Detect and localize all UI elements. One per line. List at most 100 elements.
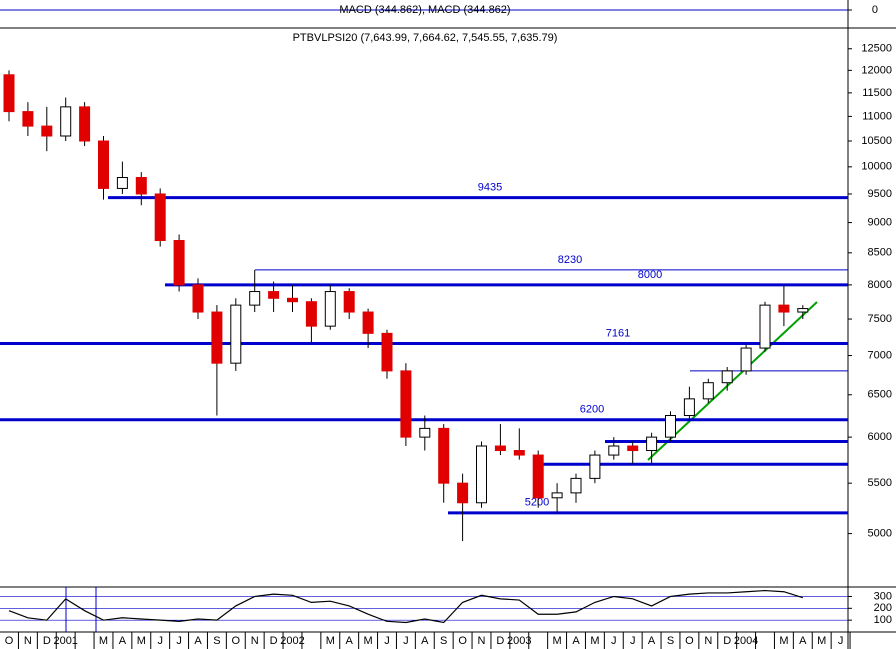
candle-body [324, 291, 336, 327]
y-tick-label: 9500 [868, 188, 892, 200]
candle-body [381, 332, 393, 372]
x-tick-label: M [99, 635, 108, 647]
x-tick-label: J [838, 635, 844, 647]
x-tick-label: A [119, 635, 127, 647]
level-label: 8000 [638, 269, 662, 281]
y-tick-label: 11000 [862, 110, 892, 122]
x-tick-label: J [403, 635, 409, 647]
candle-body [287, 297, 298, 303]
candle-body [721, 370, 733, 384]
level-label: 5200 [525, 497, 549, 509]
x-tick-label: O [685, 635, 694, 647]
x-tick-label: J [157, 635, 163, 647]
y-tick-label: 12500 [861, 43, 892, 55]
osc-tick-label: 100 [874, 614, 892, 626]
y-tick-label: 8000 [868, 279, 892, 291]
x-tick-label: D [270, 635, 278, 647]
x-tick-label: J [384, 635, 390, 647]
y-tick-label: 6000 [868, 431, 892, 443]
x-tick-label: A [346, 635, 354, 647]
candle-body [438, 427, 450, 484]
x-tick-label: O [5, 635, 14, 647]
candle-body [740, 347, 752, 372]
y-tick-label: 9000 [868, 216, 892, 228]
candle-body [3, 74, 15, 113]
x-tick-label: A [799, 635, 807, 647]
x-tick-label: S [440, 635, 447, 647]
osc-line [8, 589, 803, 624]
x-tick-label: N [478, 635, 486, 647]
candle-body [778, 304, 790, 313]
candle-body [589, 454, 601, 479]
candle-body [249, 291, 261, 306]
level-label: 8230 [558, 254, 582, 266]
chart-title: PTBVLPSI20 (7,643.99, 7,664.62, 7,545.55… [293, 32, 558, 44]
x-tick-label: M [553, 635, 562, 647]
candle-body [173, 240, 185, 286]
candle-body [513, 450, 525, 456]
candle-body [797, 308, 809, 313]
osc-tick-label: 300 [874, 590, 892, 602]
candle-body [98, 140, 109, 189]
y-tick-label: 8500 [868, 247, 892, 259]
level-label: 9435 [478, 182, 502, 194]
candle-body [683, 398, 695, 417]
y-tick-label: 12000 [861, 64, 892, 76]
candle-body [22, 111, 34, 127]
y-tick-label: 11500 [862, 87, 892, 99]
x-tick-label: D [723, 635, 731, 647]
x-tick-label: D [496, 635, 504, 647]
x-tick-label: N [704, 635, 712, 647]
y-tick-label: 10500 [861, 135, 892, 147]
candle-body [400, 370, 412, 438]
candle-body [702, 382, 714, 400]
candle-body [627, 445, 639, 452]
candle-body [116, 177, 128, 189]
x-tick-label: D [43, 635, 51, 647]
x-tick-label: 2004 [734, 635, 758, 647]
x-tick-label: A [648, 635, 656, 647]
candle-body [60, 106, 72, 137]
candle-body [551, 492, 563, 499]
x-tick-label: M [364, 635, 373, 647]
candle-body [362, 311, 374, 334]
candle-body [135, 177, 147, 195]
level-label: 6200 [580, 404, 604, 416]
candle-body [570, 477, 582, 494]
candle-body [476, 445, 487, 504]
x-tick-label: N [251, 635, 259, 647]
y-tick-label: 7000 [868, 349, 892, 361]
x-tick-label: M [326, 635, 335, 647]
x-tick-label: 2002 [280, 635, 304, 647]
indicator-title: MACD (344.862), MACD (344.862) [339, 4, 510, 16]
candle-body [532, 454, 544, 499]
y-tick-label: 7500 [868, 313, 892, 325]
candle-body [211, 311, 223, 364]
x-tick-label: M [817, 635, 826, 647]
y-tick-label: 6500 [868, 389, 892, 401]
x-tick-label: J [176, 635, 182, 647]
indicator-tick-label: 0 [872, 4, 878, 16]
candle-body [305, 301, 317, 327]
x-tick-label: N [24, 635, 32, 647]
candle-body [230, 304, 242, 364]
osc-tick-label: 200 [874, 602, 892, 614]
y-tick-label: 10000 [861, 161, 892, 173]
candle-body [494, 445, 506, 452]
candle-body [154, 193, 166, 242]
level-label: 7161 [606, 327, 630, 339]
x-tick-label: A [194, 635, 202, 647]
x-tick-label: S [213, 635, 220, 647]
candle-body [665, 415, 676, 438]
candle-body [192, 284, 204, 313]
x-tick-label: O [232, 635, 241, 647]
x-tick-label: J [611, 635, 617, 647]
candle-body [419, 427, 431, 438]
candle-body [646, 436, 658, 452]
x-tick-label: A [421, 635, 429, 647]
x-tick-label: 2001 [53, 635, 77, 647]
candle-body [268, 291, 280, 299]
x-tick-label: S [667, 635, 674, 647]
